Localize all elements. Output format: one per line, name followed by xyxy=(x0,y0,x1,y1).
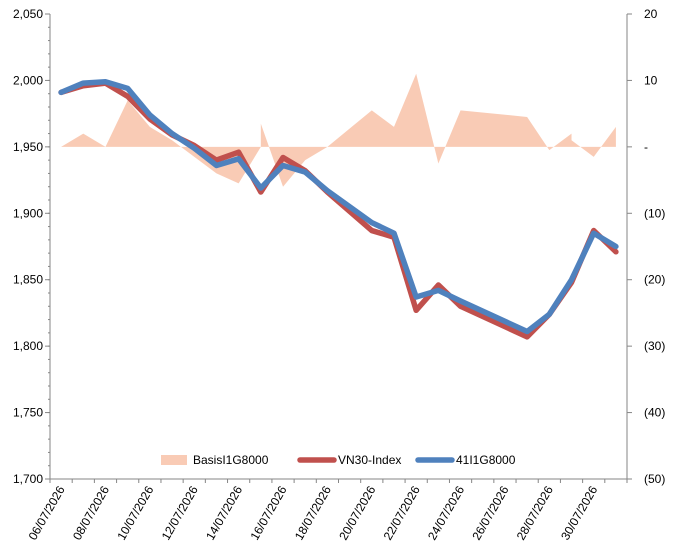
legend-label-BasisI1G8000: BasisI1G8000 xyxy=(193,453,269,467)
y-left-tick-label: 1,900 xyxy=(13,206,43,220)
y-right-tick-label: (20) xyxy=(644,273,665,287)
y-right-tick-label: (50) xyxy=(644,472,665,486)
y-right-tick-label: 20 xyxy=(644,7,658,21)
x-tick-label: 28/07/2026 xyxy=(514,483,556,542)
x-tick-label: 12/07/2026 xyxy=(159,483,201,542)
legend-swatch-BasisI1G8000 xyxy=(161,455,187,465)
y-left-tick-label: 2,050 xyxy=(13,7,43,21)
y-right-tick-label: (30) xyxy=(644,339,665,353)
area-layer xyxy=(61,73,616,187)
x-tick-label: 06/07/2026 xyxy=(26,483,68,542)
x-tick-label: 10/07/2026 xyxy=(114,483,156,542)
y-right-tick-label: (40) xyxy=(644,406,665,420)
line-layer xyxy=(58,79,619,340)
x-tick-label: 18/07/2026 xyxy=(292,483,334,542)
x-tick-label: 30/07/2026 xyxy=(558,483,600,542)
x-tick-label: 20/07/2026 xyxy=(336,483,378,542)
y-right-tick-label: (10) xyxy=(644,206,665,220)
series-area-BasisI1G8000 xyxy=(61,73,616,187)
y-left-tick-label: 1,700 xyxy=(13,472,43,486)
x-tick-label: 14/07/2026 xyxy=(203,483,245,542)
y-left-tick-label: 2,000 xyxy=(13,73,43,87)
y-left-tick-label: 1,850 xyxy=(13,273,43,287)
x-tick-label: 24/07/2026 xyxy=(425,483,467,542)
y-right-tick-label: - xyxy=(644,140,648,154)
y-left-tick-label: 1,750 xyxy=(13,406,43,420)
y-right-tick-label: 10 xyxy=(644,73,658,87)
series-line-41I1G8000 xyxy=(58,79,619,335)
x-tick-label: 16/07/2026 xyxy=(247,483,289,542)
legend-label-41I1G8000: 41I1G8000 xyxy=(456,453,516,467)
y-left-tick-label: 1,950 xyxy=(13,140,43,154)
x-tick-label: 22/07/2026 xyxy=(381,483,423,542)
legend: BasisI1G8000 VN30-Index 41I1G8000 xyxy=(161,453,516,467)
x-tick-label: 08/07/2026 xyxy=(70,483,112,542)
legend-label-VN30-Index: VN30-Index xyxy=(338,453,401,467)
x-tick-label: 26/07/2026 xyxy=(469,483,511,542)
y-left-tick-label: 1,800 xyxy=(13,339,43,353)
